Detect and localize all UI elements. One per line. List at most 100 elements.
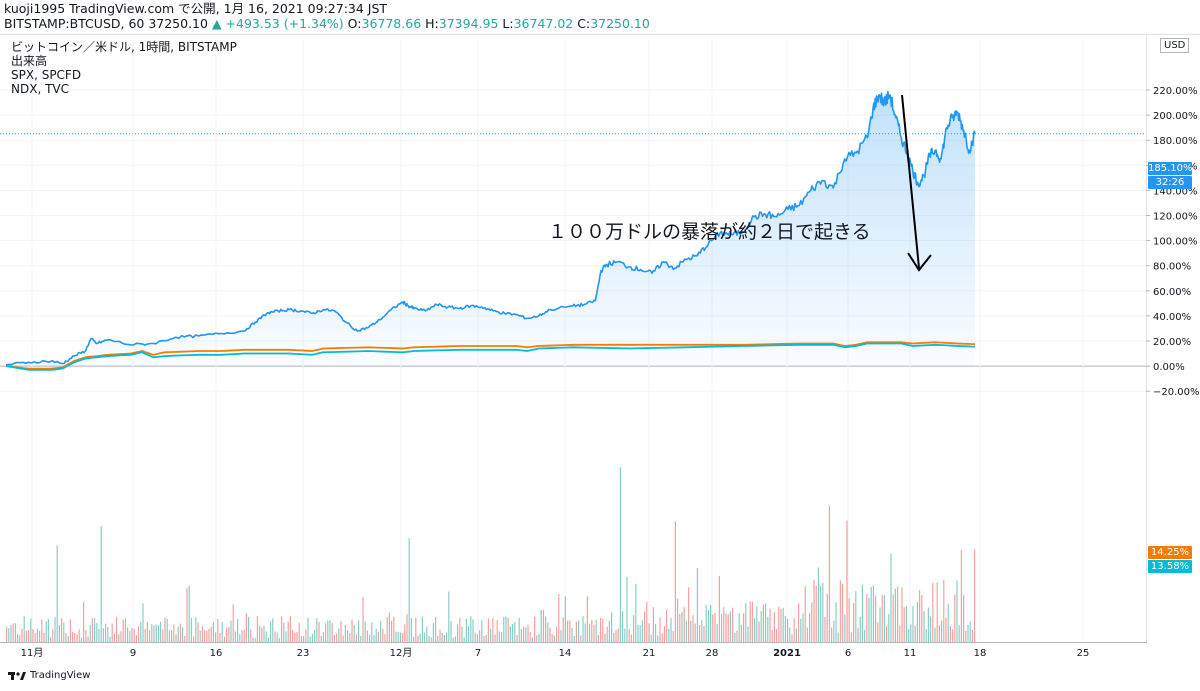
volume-bar: [23, 616, 25, 642]
volume-bar: [144, 628, 146, 642]
volume-bar: [641, 620, 643, 642]
volume-bar: [602, 618, 604, 642]
legend-volume[interactable]: 出来高: [11, 54, 48, 68]
volume-bar: [681, 612, 683, 642]
volume-bar: [490, 628, 492, 642]
volume-bar: [888, 613, 890, 642]
btc-area-fill: [6, 91, 975, 367]
volume-bar: [674, 521, 676, 642]
volume-bar: [303, 636, 305, 642]
x-tick-label: 23: [297, 648, 310, 659]
volume-bar: [879, 607, 881, 642]
volume-bar: [331, 623, 333, 642]
volume-bar: [507, 617, 509, 642]
volume-bar: [160, 621, 162, 642]
volume-bar: [454, 636, 456, 642]
volume-bar: [925, 629, 927, 642]
volume-bar: [25, 630, 27, 642]
legend-spx[interactable]: SPX, SPCFD: [11, 68, 82, 82]
volume-bar: [375, 628, 377, 642]
legend-ndx[interactable]: NDX, TVC: [11, 82, 69, 96]
volume-bar: [747, 626, 749, 642]
volume-bar: [168, 630, 170, 642]
volume-bar: [703, 626, 705, 642]
volume-bar: [771, 629, 773, 642]
volume-bar: [399, 632, 401, 642]
volume-bar: [974, 548, 976, 642]
volume-bar: [17, 634, 19, 642]
volume-bar: [630, 634, 632, 642]
legend-main-series[interactable]: ビットコイン／米ドル, 1時間, BITSTAMP: [11, 40, 237, 54]
volume-bar: [333, 635, 335, 642]
volume-bar: [234, 631, 236, 642]
volume-bar: [65, 632, 67, 642]
volume-bar: [780, 608, 782, 642]
volume-bar: [941, 620, 943, 642]
volume-bar: [831, 627, 833, 642]
volume-bar: [967, 624, 969, 642]
volume-bar: [608, 620, 610, 642]
volume-bar: [725, 613, 727, 642]
volume-bar: [19, 635, 21, 642]
volume-bar: [250, 629, 252, 642]
volume-bar: [87, 636, 89, 642]
volume-bar: [820, 585, 822, 642]
volume-bar: [613, 632, 615, 642]
volume-bar: [83, 601, 85, 642]
volume-bar: [857, 627, 859, 642]
volume-bar: [802, 613, 804, 642]
volume-bar: [956, 580, 958, 642]
volume-bar: [483, 635, 485, 642]
volume-bar: [113, 633, 115, 642]
series-line-spx[interactable]: [5, 341, 976, 370]
volume-bar: [514, 621, 516, 642]
volume-bar: [10, 625, 12, 642]
y-tick-label: 40.00%: [1153, 312, 1191, 323]
series-line-ndx[interactable]: [5, 342, 976, 371]
volume-bar: [428, 636, 430, 642]
volume-bar: [430, 637, 432, 642]
volume-bar: [63, 622, 65, 642]
volume-bar: [316, 618, 318, 642]
volume-bar: [322, 632, 324, 642]
volume-bar: [952, 629, 954, 642]
volume-bar: [410, 617, 412, 642]
volume-bar: [894, 588, 896, 642]
volume-bar: [512, 624, 514, 642]
volume-bar: [531, 637, 533, 642]
volume-bar: [769, 608, 771, 642]
volume-bar: [597, 635, 599, 642]
volume-bar: [639, 625, 641, 642]
volume-bar: [668, 628, 670, 642]
volume-bar: [320, 635, 322, 642]
volume-bar: [595, 619, 597, 642]
volume-bar: [965, 630, 967, 642]
x-tick-label: 28: [706, 648, 719, 659]
volume-bar: [760, 610, 762, 642]
price-tag: 13.58%: [1148, 560, 1192, 573]
price-axis[interactable]: 220.00%200.00%180.00%160.00%140.00%120.0…: [1146, 86, 1200, 398]
volume-bar: [688, 587, 690, 642]
volume-bar: [846, 520, 848, 642]
volume-bar: [732, 607, 734, 642]
volume-bar: [696, 567, 698, 642]
time-axis[interactable]: 11月 9 16 23 12月 7 14 21 28 2021 6 11 18 25: [21, 647, 1090, 659]
volume-bar: [245, 613, 247, 642]
volume-bar: [342, 635, 344, 642]
volume-bar: [421, 616, 423, 642]
x-tick-label: 25: [1077, 648, 1090, 659]
volume-bar: [100, 526, 102, 642]
volume-bar: [69, 619, 71, 642]
volume-bar: [8, 628, 10, 642]
volume-bar: [54, 616, 56, 642]
volume-bar: [61, 618, 63, 642]
currency-label[interactable]: USD: [1160, 38, 1190, 53]
volume-bar: [215, 632, 217, 642]
volume-bar: [241, 630, 243, 642]
volume-bar: [868, 597, 870, 642]
series-line-btc[interactable]: [5, 90, 976, 366]
volume-bar: [437, 635, 439, 642]
volume-bar: [593, 624, 595, 642]
volume-bar: [102, 628, 104, 642]
